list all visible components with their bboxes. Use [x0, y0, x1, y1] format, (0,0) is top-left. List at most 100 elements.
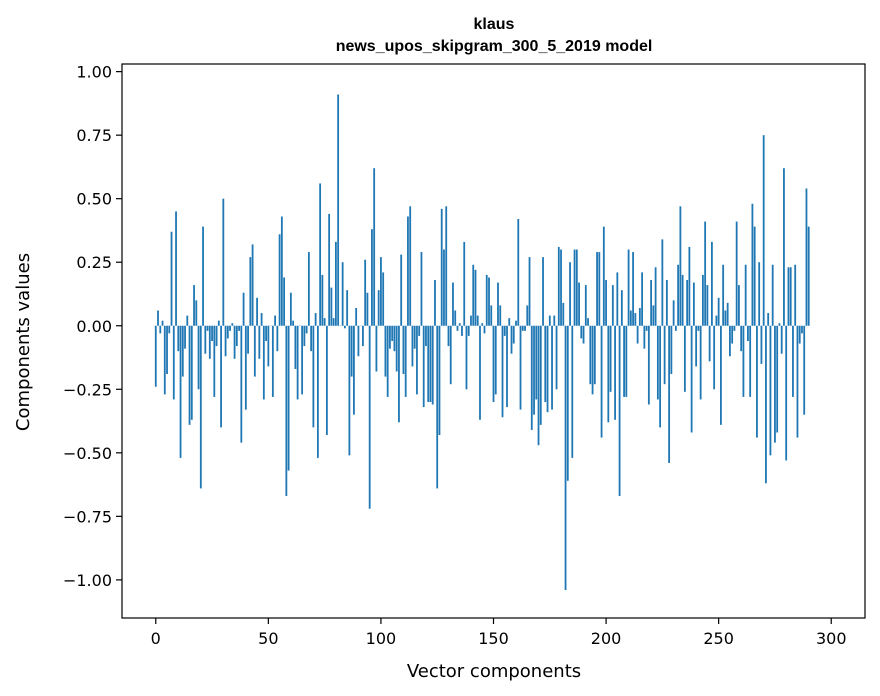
bar-180 — [560, 249, 562, 326]
bar-43 — [251, 244, 254, 326]
bar-190 — [582, 325, 585, 344]
bar-218 — [645, 325, 648, 331]
bar-197 — [598, 252, 601, 326]
bar-105 — [391, 325, 394, 341]
bar-176 — [551, 325, 553, 410]
x-tick-label-150: 150 — [478, 629, 509, 648]
bar-102 — [384, 325, 387, 377]
bar-88 — [353, 325, 355, 415]
bar-35 — [233, 325, 236, 359]
bar-224 — [659, 325, 662, 428]
bar-178 — [555, 325, 558, 390]
bar-94 — [366, 292, 369, 326]
bar-177 — [553, 315, 556, 326]
bar-255 — [729, 325, 731, 357]
bar-30 — [222, 198, 225, 326]
bar-7 — [170, 231, 173, 326]
bars-group — [154, 94, 810, 591]
bar-274 — [771, 264, 774, 326]
bar-36 — [235, 325, 238, 347]
bar-140 — [470, 315, 472, 326]
bar-38 — [240, 325, 243, 443]
bar-11 — [179, 325, 182, 458]
bar-165 — [526, 305, 529, 326]
bar-173 — [544, 325, 547, 402]
bar-128 — [443, 249, 445, 326]
plot-frame — [121, 63, 866, 619]
bar-27 — [215, 325, 218, 347]
bar-257 — [733, 325, 736, 331]
bar-152 — [497, 282, 499, 326]
bar-192 — [587, 318, 589, 326]
y-tick-label-7: −0.75 — [63, 507, 112, 526]
bar-242 — [699, 325, 702, 400]
bar-277 — [778, 323, 781, 326]
y-tick-label-0: 1.00 — [76, 63, 112, 82]
bar-202 — [609, 325, 612, 392]
bar-13 — [184, 325, 186, 349]
bar-270 — [762, 135, 765, 326]
bar-235 — [683, 325, 686, 392]
bar-44 — [253, 325, 256, 377]
bar-162 — [519, 325, 522, 410]
bar-222 — [654, 267, 657, 326]
bar-127 — [440, 208, 443, 326]
bar-290 — [807, 226, 810, 326]
bar-122 — [429, 325, 432, 402]
bar-283 — [792, 325, 794, 397]
bar-248 — [713, 325, 716, 390]
bar-85 — [346, 290, 349, 326]
chart-subtitle: news_upos_skipgram_300_5_2019 model — [336, 38, 653, 55]
bar-10 — [177, 325, 180, 352]
bar-87 — [350, 325, 353, 377]
bar-28 — [217, 320, 220, 326]
bar-123 — [431, 325, 434, 405]
bar-81 — [337, 94, 340, 326]
bar-24 — [208, 325, 211, 359]
bar-48 — [262, 325, 265, 400]
bar-111 — [404, 325, 407, 397]
bar-144 — [479, 325, 481, 420]
bar-175 — [548, 315, 551, 326]
bar-225 — [661, 239, 664, 326]
bar-264 — [749, 325, 752, 397]
bar-25 — [211, 325, 213, 341]
bar-267 — [756, 325, 758, 438]
bar-240 — [695, 325, 698, 367]
bar-67 — [305, 325, 308, 334]
bar-228 — [668, 325, 671, 463]
bar-117 — [418, 325, 421, 336]
bar-8 — [172, 325, 175, 400]
bar-110 — [402, 325, 405, 375]
bar-229 — [670, 325, 673, 375]
bar-138 — [465, 325, 468, 390]
bar-95 — [368, 325, 371, 509]
bar-62 — [294, 325, 297, 369]
bar-216 — [641, 272, 643, 326]
bar-121 — [427, 325, 430, 402]
bar-129 — [445, 206, 448, 326]
bar-58 — [285, 325, 288, 497]
bar-187 — [575, 249, 578, 326]
bar-220 — [650, 280, 653, 326]
bar-246 — [708, 325, 711, 362]
bar-74 — [321, 274, 324, 326]
bar-125 — [436, 325, 439, 489]
bar-256 — [731, 325, 734, 344]
bar-289 — [805, 188, 808, 326]
bar-278 — [780, 325, 783, 354]
bar-135 — [458, 323, 461, 326]
bar-101 — [382, 272, 385, 326]
bar-204 — [614, 325, 616, 420]
bar-203 — [611, 285, 614, 326]
bar-70 — [312, 325, 315, 428]
bar-211 — [629, 310, 632, 326]
bar-282 — [789, 267, 792, 326]
bar-186 — [573, 249, 576, 326]
bar-227 — [665, 280, 668, 326]
bar-73 — [319, 183, 322, 326]
bar-226 — [663, 325, 666, 385]
bar-265 — [751, 203, 754, 326]
bar-170 — [537, 325, 540, 446]
